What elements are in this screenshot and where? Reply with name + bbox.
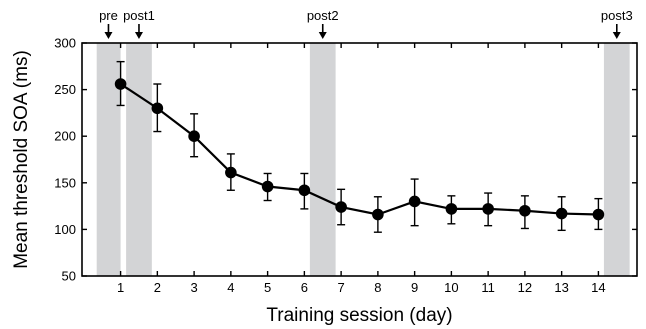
- series-line: [119, 83, 599, 216]
- y-tick-label: 100: [54, 222, 76, 237]
- shaded-bands: [96, 43, 630, 276]
- data-point: [261, 180, 274, 193]
- x-tick-label: 12: [518, 280, 532, 295]
- arrow-down-icon: [134, 32, 143, 39]
- plot-border: [81, 42, 638, 277]
- y-tick-label: 50: [62, 269, 76, 284]
- data-point: [372, 208, 384, 221]
- session-annotations: pre post1 post2 post3: [99, 8, 633, 39]
- data-point: [151, 102, 164, 115]
- data-point: [592, 208, 605, 221]
- arrow-down-icon: [612, 32, 621, 39]
- annotation-label-pre: pre: [99, 8, 118, 23]
- plot-frame: [81, 42, 638, 277]
- annotation-label-post2: post2: [307, 8, 339, 23]
- data-point: [335, 201, 347, 213]
- y-tick-label: 150: [54, 175, 76, 190]
- data-point: [188, 130, 200, 142]
- x-tick-label: 4: [227, 280, 234, 295]
- shaded-band-post2: [309, 43, 336, 276]
- x-tick-label: 6: [301, 280, 308, 295]
- arrow-down-icon: [104, 32, 113, 39]
- data-point: [298, 184, 311, 197]
- annotation-label-post3: post3: [601, 8, 633, 23]
- x-tick-label: 10: [444, 280, 458, 295]
- data-point: [519, 204, 531, 217]
- data-point: [408, 195, 421, 208]
- x-tick-label: 9: [411, 280, 418, 295]
- x-tick-label: 1: [117, 280, 124, 295]
- data-point: [114, 78, 127, 90]
- y-axis-title: Mean threshold SOA (ms): [11, 50, 32, 269]
- arrow-down-icon: [318, 32, 327, 39]
- shaded-band-post3: [603, 43, 630, 276]
- y-tick-label: 250: [54, 82, 76, 97]
- x-tick-label: 13: [554, 280, 568, 295]
- data-point: [225, 166, 237, 179]
- x-tick-label: 3: [190, 280, 197, 295]
- annotation-label-post1: post1: [123, 8, 155, 23]
- data-point: [445, 203, 458, 215]
- x-tick-label: 14: [591, 280, 605, 295]
- x-tick-label: 8: [374, 280, 381, 295]
- x-tick-label: 11: [481, 280, 495, 295]
- y-tick-label: 300: [54, 36, 76, 51]
- x-axis-title: Training session (day): [266, 305, 452, 326]
- shaded-band-pre: [96, 43, 121, 276]
- x-tick-label: 7: [338, 280, 345, 295]
- x-tick-label: 5: [264, 280, 271, 295]
- data-point: [555, 207, 568, 220]
- data-series: [114, 60, 605, 233]
- data-point: [482, 203, 494, 215]
- y-tick-label: 200: [54, 129, 76, 144]
- x-tick-label: 2: [154, 280, 161, 295]
- shaded-band-post1: [126, 43, 152, 276]
